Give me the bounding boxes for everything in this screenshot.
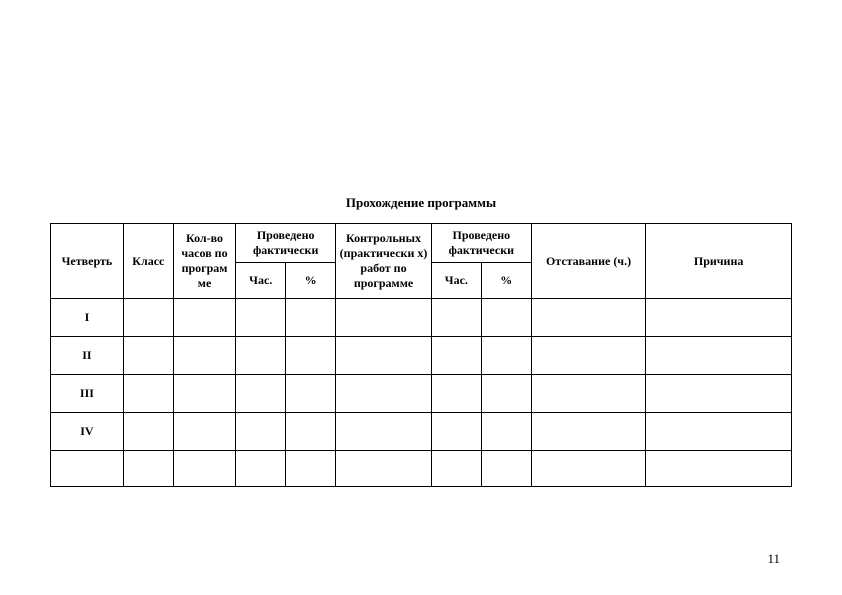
cell-hrs2 [431,413,481,451]
table-row: III [51,375,792,413]
cell-hrs [236,413,286,451]
cell-hrs [236,451,286,487]
cell-hrs2 [431,451,481,487]
cell-hours [173,375,235,413]
cell-control [336,451,432,487]
cell-pct2 [481,451,531,487]
cell-class [123,299,173,337]
cell-hours [173,413,235,451]
cell-lag [531,451,645,487]
cell-pct [286,413,336,451]
table-row: IV [51,413,792,451]
table-row: II [51,337,792,375]
cell-quarter [51,451,124,487]
table-title: Прохождение программы [50,195,792,211]
page-content: Прохождение программы Четверть Класс Кол… [50,195,792,487]
cell-hrs [236,299,286,337]
cell-reason [646,375,792,413]
cell-hrs2 [431,299,481,337]
cell-reason [646,451,792,487]
header-conducted-1: Проведено фактически [236,224,336,263]
cell-hours [173,299,235,337]
cell-hours [173,451,235,487]
cell-quarter: I [51,299,124,337]
cell-lag [531,337,645,375]
cell-class [123,413,173,451]
cell-pct [286,299,336,337]
cell-control [336,337,432,375]
header-conducted-2: Проведено фактически [431,224,531,263]
header-pct-1: % [286,263,336,299]
header-lag: Отставание (ч.) [531,224,645,299]
table-row: I [51,299,792,337]
header-quarter: Четверть [51,224,124,299]
header-reason: Причина [646,224,792,299]
cell-control [336,299,432,337]
cell-lag [531,413,645,451]
cell-reason [646,299,792,337]
cell-pct2 [481,375,531,413]
cell-pct2 [481,337,531,375]
cell-hrs2 [431,337,481,375]
cell-hrs [236,375,286,413]
cell-pct [286,337,336,375]
cell-lag [531,375,645,413]
cell-quarter: II [51,337,124,375]
cell-hrs [236,337,286,375]
table-row [51,451,792,487]
header-class: Класс [123,224,173,299]
cell-pct [286,375,336,413]
header-row-1: Четверть Класс Кол-во часов по програм м… [51,224,792,263]
cell-quarter: III [51,375,124,413]
cell-reason [646,337,792,375]
header-hrs-1: Час. [236,263,286,299]
cell-class [123,375,173,413]
cell-pct [286,451,336,487]
cell-pct2 [481,413,531,451]
header-hrs-2: Час. [431,263,481,299]
cell-hours [173,337,235,375]
cell-class [123,451,173,487]
cell-hrs2 [431,375,481,413]
cell-control [336,375,432,413]
cell-class [123,337,173,375]
cell-control [336,413,432,451]
page-number: 11 [767,551,780,567]
cell-lag [531,299,645,337]
header-control: Контрольных (практически х) работ по про… [336,224,432,299]
cell-quarter: IV [51,413,124,451]
cell-pct2 [481,299,531,337]
cell-reason [646,413,792,451]
header-hours: Кол-во часов по програм ме [173,224,235,299]
header-pct-2: % [481,263,531,299]
program-table: Четверть Класс Кол-во часов по програм м… [50,223,792,487]
